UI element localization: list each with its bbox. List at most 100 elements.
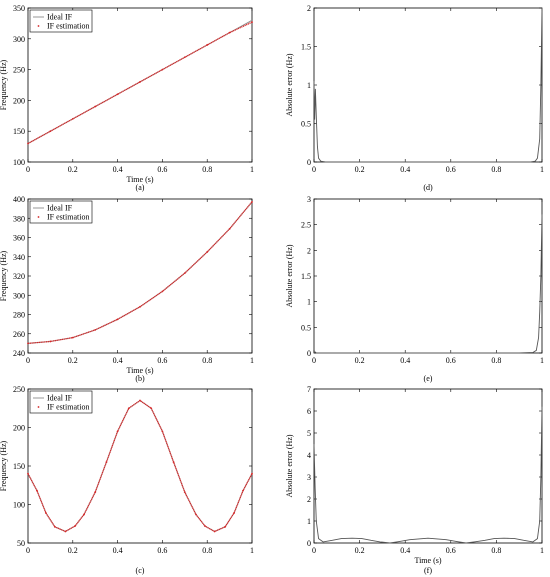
y-tick-label: 260 <box>13 330 25 339</box>
y-axis-label: Frequency (Hz) <box>0 59 8 110</box>
x-tick-label: 0.6 <box>446 356 456 365</box>
data-point-if-estimation <box>71 336 74 339</box>
data-point-if-estimation <box>161 430 164 433</box>
x-tick-label: 1 <box>250 356 254 365</box>
panel-sublabel: (c) <box>136 566 145 575</box>
y-tick-label: 1.5 <box>301 272 311 281</box>
x-tick-label: 0.2 <box>68 356 78 365</box>
x-tick-label: 0 <box>312 165 316 174</box>
y-tick-label: 1 <box>307 517 311 526</box>
legend-swatch-if-estimation <box>37 25 40 27</box>
legend-swatch-if-estimation <box>37 406 40 408</box>
y-tick-label: 0 <box>307 158 311 167</box>
data-point-if-estimation <box>224 525 227 528</box>
y-tick-label: 200 <box>13 96 25 105</box>
y-tick-label: 250 <box>13 385 25 394</box>
x-tick-label: 1 <box>250 165 254 174</box>
panel-sublabel: (a) <box>136 183 145 192</box>
x-tick-label: 0.6 <box>157 356 167 365</box>
y-tick-label: 2 <box>307 495 311 504</box>
y-tick-label: 0.5 <box>301 323 311 332</box>
y-tick-label: 240 <box>13 349 25 358</box>
panel-sublabel: (f) <box>424 566 432 575</box>
y-tick-label: 380 <box>13 214 25 223</box>
data-point-if-estimation <box>161 68 164 71</box>
data-point-if-estimation <box>228 227 231 230</box>
y-tick-label: 150 <box>13 462 25 471</box>
y-axis-label: Absolute error (Hz) <box>285 434 294 497</box>
data-point-if-estimation <box>49 130 52 133</box>
data-point-if-estimation <box>139 305 141 308</box>
legend-label-if-estimation: IF estimation <box>47 213 89 222</box>
y-tick-label: 320 <box>13 272 25 281</box>
data-point-if-estimation <box>183 491 186 494</box>
x-tick-label: 1 <box>540 165 544 174</box>
data-point-if-estimation <box>183 272 186 275</box>
y-tick-label: 5 <box>307 429 311 438</box>
data-point-if-estimation <box>127 407 130 410</box>
panel-sublabel: (b) <box>135 374 145 383</box>
data-point-if-estimation <box>74 525 76 527</box>
y-axis-label: Absolute error (Hz) <box>285 244 294 307</box>
x-tick-label: 0.8 <box>491 546 501 555</box>
y-tick-label: 280 <box>13 311 25 320</box>
data-point-if-estimation <box>139 399 141 402</box>
panel-sublabel: (e) <box>424 374 433 383</box>
data-point-if-estimation <box>94 329 97 331</box>
y-tick-label: 340 <box>13 253 25 262</box>
data-point-if-estimation <box>233 512 235 514</box>
data-point-if-estimation <box>161 290 164 293</box>
x-tick-label: 0.2 <box>68 165 78 174</box>
y-tick-label: 200 <box>13 424 25 433</box>
y-axis-label: Frequency (Hz) <box>0 440 8 491</box>
data-point-if-estimation <box>49 340 52 343</box>
x-tick-label: 0.8 <box>202 546 212 555</box>
data-point-if-estimation <box>204 525 206 527</box>
series-line-absolute-error <box>313 214 543 354</box>
y-tick-label: 100 <box>13 501 25 510</box>
x-tick-label: 0.4 <box>400 546 410 555</box>
data-point-if-estimation <box>105 461 108 464</box>
x-tick-label: 0.2 <box>68 546 78 555</box>
y-tick-label: 150 <box>13 127 25 136</box>
data-point-if-estimation <box>36 489 38 492</box>
data-point-if-estimation <box>27 342 29 345</box>
x-tick-label: 0 <box>312 356 316 365</box>
x-tick-label: 0 <box>26 546 30 555</box>
data-point-if-estimation <box>242 489 244 492</box>
y-tick-label: 2 <box>307 4 311 13</box>
y-tick-label: 100 <box>13 158 25 167</box>
y-tick-label: 2 <box>307 246 311 255</box>
y-tick-label: 4 <box>307 451 311 460</box>
data-point-if-estimation <box>53 525 56 528</box>
y-tick-label: 300 <box>13 35 25 44</box>
x-tick-label: 0.6 <box>446 165 456 174</box>
data-point-if-estimation <box>116 318 119 321</box>
y-tick-label: 1 <box>307 81 311 90</box>
legend-box <box>29 390 93 414</box>
series-line-absolute-error <box>313 406 543 544</box>
panel-f: 0 0.2 0.4 0.6 0.8 1 0 1 2 3 4 5 6 7 Time (s) Absolute e… <box>285 385 544 575</box>
data-point-if-estimation <box>71 117 74 120</box>
x-tick-label: 0.6 <box>157 546 167 555</box>
x-tick-label: 0.6 <box>157 165 167 174</box>
y-tick-label: 0 <box>307 349 311 358</box>
axes-box <box>27 7 253 163</box>
legend-swatch-if-estimation <box>37 216 40 218</box>
x-tick-label: 0.8 <box>202 356 212 365</box>
legend-box <box>29 200 93 224</box>
data-point-if-estimation <box>206 251 209 253</box>
x-tick-label: 0.2 <box>355 546 365 555</box>
x-axis-label: Time (s) <box>414 556 441 565</box>
data-point-if-estimation <box>27 142 29 145</box>
axes-box <box>313 388 543 544</box>
y-tick-label: 360 <box>13 234 25 243</box>
legend-box <box>29 9 93 33</box>
data-point-if-estimation <box>183 56 186 59</box>
x-tick-label: 1 <box>540 546 544 555</box>
data-point-if-estimation <box>251 472 253 475</box>
x-tick-label: 0.2 <box>355 165 365 174</box>
x-tick-label: 0.4 <box>113 356 123 365</box>
